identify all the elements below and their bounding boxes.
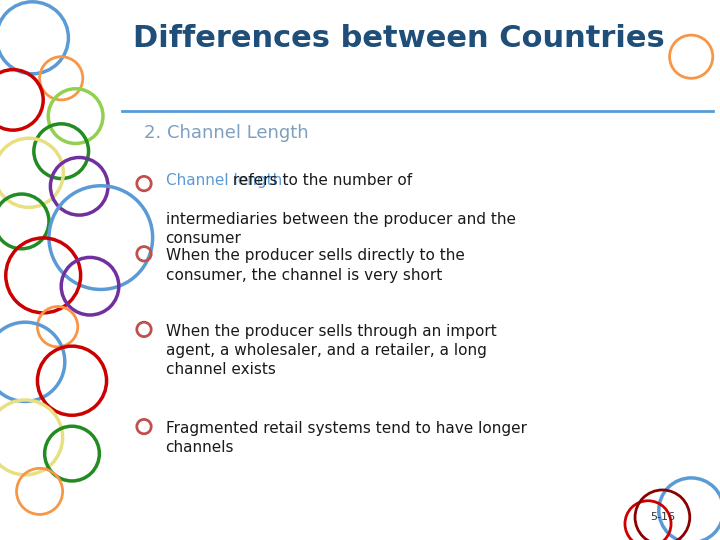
- Text: 2. Channel Length: 2. Channel Length: [144, 124, 309, 142]
- Text: When the producer sells through an import
agent, a wholesaler, and a retailer, a: When the producer sells through an impor…: [166, 324, 496, 377]
- Text: When the producer sells directly to the
consumer, the channel is very short: When the producer sells directly to the …: [166, 248, 464, 282]
- Text: Fragmented retail systems tend to have longer
channels: Fragmented retail systems tend to have l…: [166, 421, 526, 455]
- Text: intermediaries between the producer and the
consumer: intermediaries between the producer and …: [166, 212, 516, 246]
- Text: Differences between Countries: Differences between Countries: [133, 24, 665, 53]
- Text: 5-16: 5-16: [650, 512, 675, 522]
- Text: Channel length: Channel length: [166, 173, 282, 188]
- Text: refers to the number of: refers to the number of: [228, 173, 413, 188]
